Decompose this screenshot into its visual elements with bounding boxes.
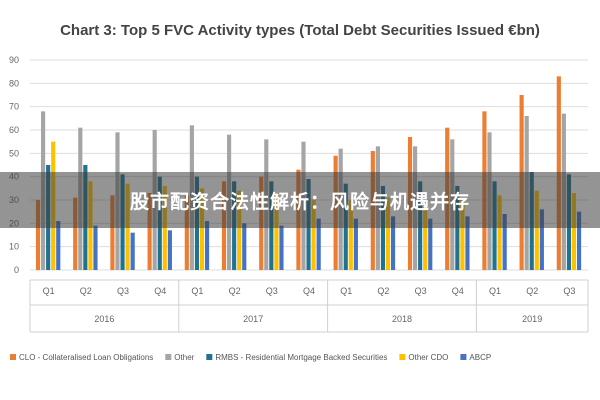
bar (353, 218, 358, 270)
legend-label: Other CDO (408, 353, 448, 362)
legend-swatch (10, 354, 16, 360)
x-tick-label: Q3 (117, 286, 129, 296)
overlay-banner: 股市配资合法性解析：风险与机遇并存 (0, 172, 600, 228)
x-tick-label: Q1 (489, 286, 501, 296)
bar (348, 200, 353, 270)
x-tick-label: Q4 (452, 286, 464, 296)
bar (237, 190, 242, 270)
bar (571, 193, 577, 270)
year-label: 2018 (392, 314, 412, 324)
legend-swatch (399, 354, 406, 360)
x-tick-label: Q3 (266, 286, 278, 296)
bar (204, 221, 210, 270)
bar (455, 186, 460, 270)
bar (534, 190, 539, 270)
x-tick-label: Q3 (415, 286, 427, 296)
x-tick-label: Q2 (80, 286, 92, 296)
x-tick-label: Q4 (154, 286, 166, 296)
year-label: 2016 (94, 314, 114, 324)
y-tick-label: 90 (9, 55, 19, 65)
bar (423, 200, 428, 270)
x-tick-label: Q3 (563, 286, 575, 296)
bar (316, 218, 321, 270)
year-label: 2019 (522, 314, 542, 324)
bar (576, 211, 582, 270)
bar (147, 193, 152, 270)
bar (93, 225, 98, 270)
legend-label: Other (174, 353, 194, 362)
y-tick-label: 10 (9, 242, 19, 252)
y-tick-label: 70 (9, 102, 19, 112)
x-tick-label: Q2 (526, 286, 538, 296)
bar (274, 193, 279, 270)
legend-label: RMBS - Residential Mortgage Backed Secur… (215, 353, 387, 362)
bar (502, 214, 507, 270)
bar (465, 216, 470, 270)
bar (167, 230, 172, 270)
bar (242, 223, 247, 270)
bar (390, 216, 396, 270)
bar (385, 197, 391, 270)
legend-swatch (165, 354, 172, 360)
x-tick-label: Q2 (377, 286, 389, 296)
bar (279, 225, 284, 270)
bar (35, 200, 41, 270)
bar (539, 209, 544, 270)
bar (380, 186, 386, 270)
legend-swatch (206, 354, 213, 360)
y-tick-label: 0 (14, 265, 19, 275)
bar (460, 200, 465, 270)
bar (56, 221, 61, 270)
y-tick-label: 50 (9, 148, 19, 158)
x-tick-label: Q1 (191, 286, 203, 296)
chart-title: Chart 3: Top 5 FVC Activity types (Total… (60, 22, 540, 39)
x-tick-label: Q2 (229, 286, 241, 296)
x-tick-label: Q1 (340, 286, 352, 296)
bar (199, 188, 205, 270)
bar (73, 197, 78, 270)
year-label: 2017 (243, 314, 263, 324)
bar (428, 218, 433, 270)
bar (162, 186, 167, 270)
bar (311, 200, 316, 270)
bar (497, 195, 502, 270)
bar (110, 195, 115, 270)
legend-swatch (460, 354, 467, 360)
y-tick-label: 80 (9, 78, 19, 88)
legend: CLO - Collateralised Loan Obligations Oth… (10, 353, 491, 362)
banner-text: 股市配资合法性解析：风险与机遇并存 (129, 190, 470, 213)
y-tick-label: 60 (9, 125, 19, 135)
legend-label: CLO - Collateralised Loan Obligations (19, 353, 153, 362)
legend-label: ABCP (469, 353, 491, 362)
bar (184, 195, 189, 270)
x-tick-label: Q1 (43, 286, 55, 296)
bar (130, 232, 135, 270)
x-tick-label: Q4 (303, 286, 315, 296)
